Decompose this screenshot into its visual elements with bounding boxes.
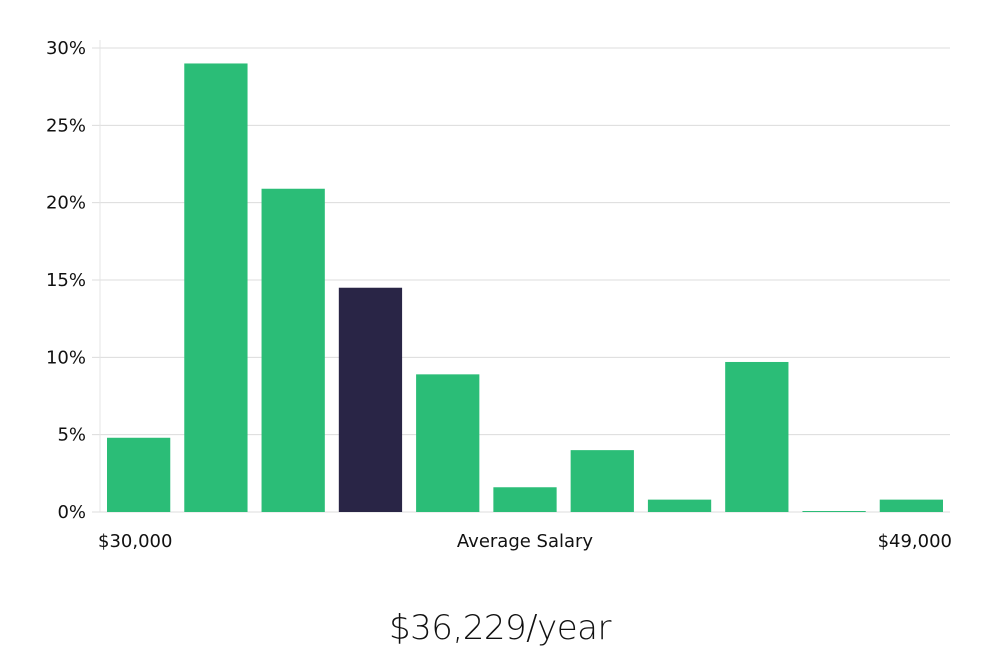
y-axis-ticks: 0% 5% 10% 15% 20% 25% 30%	[46, 38, 86, 523]
x-axis-max-label: $49,000	[878, 531, 952, 552]
x-axis-title: Average Salary	[457, 531, 594, 552]
y-tick-label: 10%	[46, 347, 86, 368]
x-axis-min-label: $30,000	[98, 531, 172, 552]
bar	[261, 188, 325, 512]
y-tick-label: 15%	[46, 270, 86, 291]
bar	[107, 437, 171, 512]
salary-histogram: 0% 5% 10% 15% 20% 25% 30% $30,000 Average Sala…	[46, 38, 952, 552]
bar	[647, 499, 712, 512]
y-tick-label: 30%	[46, 38, 86, 59]
y-tick-label: 20%	[46, 193, 86, 214]
bar	[879, 499, 943, 512]
y-tick-label: 25%	[46, 115, 86, 136]
bar	[493, 487, 557, 512]
y-tick-label: 0%	[57, 502, 86, 523]
bar-highlighted	[338, 287, 403, 512]
y-tick-label: 5%	[57, 425, 86, 446]
bar	[570, 450, 634, 512]
average-salary-summary: $36,229/year	[389, 608, 611, 648]
bar	[802, 511, 866, 512]
bars	[107, 63, 943, 512]
bar	[184, 63, 248, 512]
bar	[416, 374, 480, 512]
bar	[725, 361, 789, 512]
